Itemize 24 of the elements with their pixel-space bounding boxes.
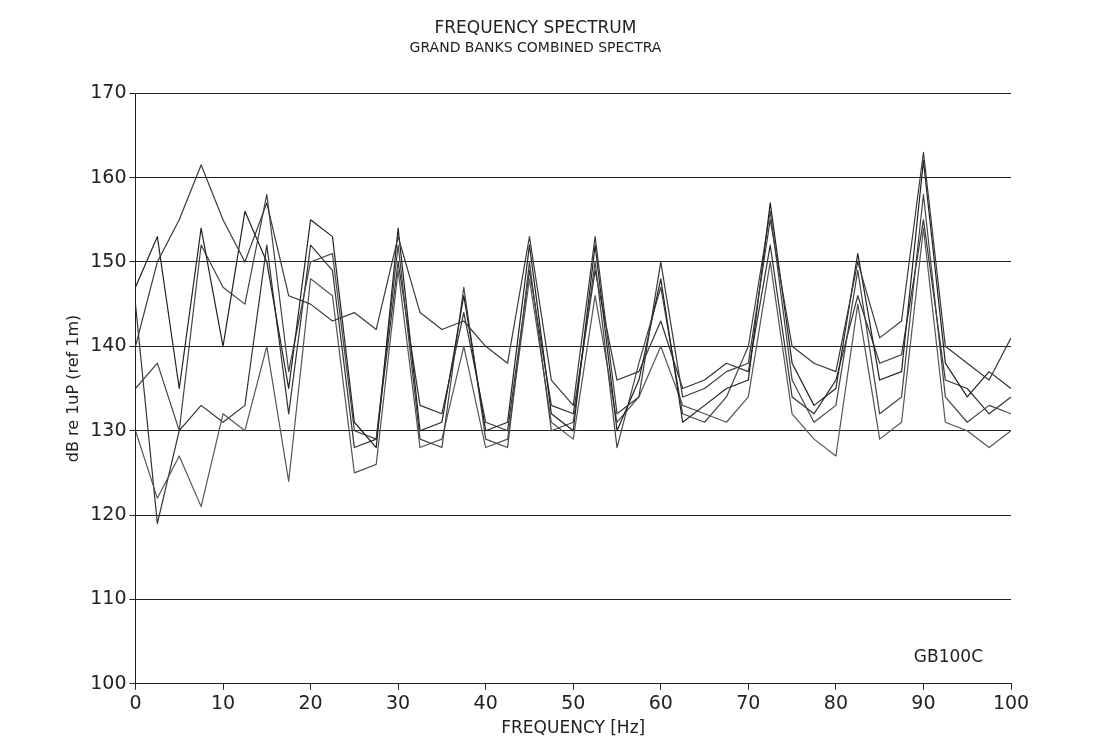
x-tick-label: 50 bbox=[561, 691, 586, 714]
chart-subtitle: GRAND BANKS COMBINED SPECTRA bbox=[409, 39, 662, 56]
x-tick-label: 10 bbox=[210, 691, 236, 714]
x-tick-label: 0 bbox=[129, 691, 142, 714]
x-tick-label: 70 bbox=[736, 691, 761, 714]
x-tick-label: 60 bbox=[648, 691, 673, 714]
x-tick-label: 30 bbox=[386, 691, 411, 714]
y-tick-label: 110 bbox=[90, 586, 127, 609]
x-tick-label: 90 bbox=[911, 691, 936, 714]
y-tick-label: 100 bbox=[90, 670, 127, 693]
y-tick-label: 150 bbox=[90, 248, 127, 271]
y-tick-label: 140 bbox=[90, 333, 127, 356]
y-tick-label: 130 bbox=[90, 417, 127, 440]
annotation: GB100C bbox=[913, 645, 983, 666]
x-tick-label: 20 bbox=[298, 691, 323, 714]
x-tick-label: 40 bbox=[473, 691, 498, 714]
x-axis-title: FREQUENCY [Hz] bbox=[501, 717, 646, 738]
y-tick-label: 160 bbox=[90, 164, 127, 187]
y-tick-label: 120 bbox=[90, 501, 127, 524]
y-axis-title: dB re 1uP (ref 1m) bbox=[62, 314, 82, 463]
y-tick-label: 170 bbox=[90, 80, 127, 103]
x-tick-label: 100 bbox=[992, 691, 1030, 714]
chart-title: FREQUENCY SPECTRUM bbox=[434, 16, 637, 37]
x-tick-label: 80 bbox=[823, 691, 848, 714]
